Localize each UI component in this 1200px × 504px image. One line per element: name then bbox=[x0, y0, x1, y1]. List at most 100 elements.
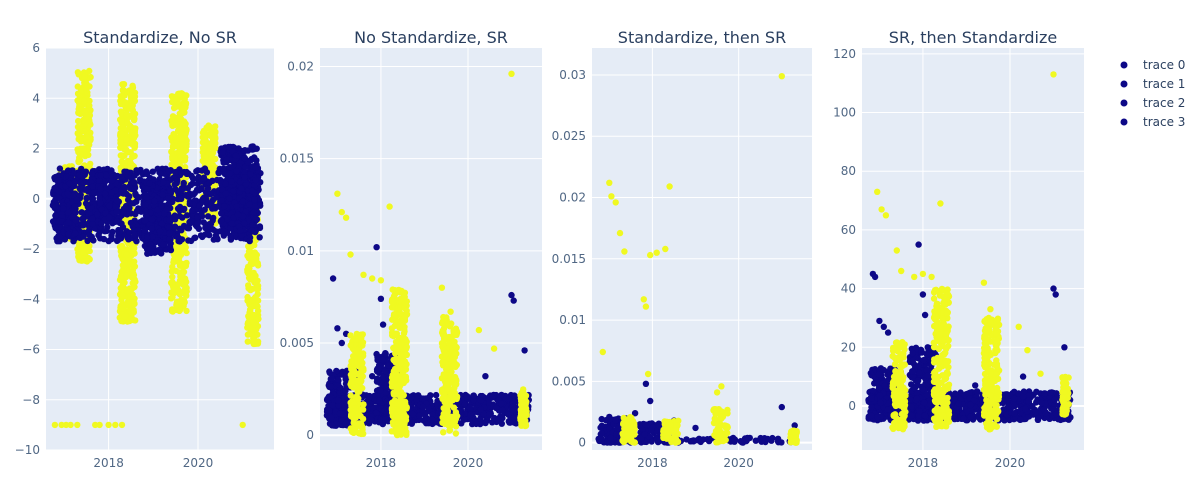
data-point bbox=[451, 404, 457, 410]
data-point bbox=[80, 136, 86, 142]
data-point bbox=[233, 168, 239, 174]
data-point bbox=[249, 188, 255, 194]
data-point bbox=[329, 402, 335, 408]
data-point bbox=[160, 191, 166, 197]
data-point bbox=[359, 360, 365, 366]
data-point bbox=[120, 209, 126, 215]
data-point bbox=[397, 310, 403, 316]
data-point bbox=[132, 232, 138, 238]
data-point bbox=[102, 228, 108, 234]
data-point bbox=[169, 154, 175, 160]
data-point bbox=[506, 396, 512, 402]
data-point bbox=[182, 96, 188, 102]
data-point bbox=[129, 285, 135, 291]
data-point bbox=[187, 201, 193, 207]
data-point bbox=[124, 89, 130, 95]
data-point bbox=[166, 230, 172, 236]
data-point bbox=[202, 207, 208, 213]
data-point bbox=[247, 202, 253, 208]
data-point bbox=[210, 226, 216, 232]
data-point bbox=[221, 203, 227, 209]
data-point bbox=[72, 230, 78, 236]
data-point bbox=[453, 430, 459, 436]
data-point bbox=[453, 423, 459, 429]
data-point bbox=[146, 180, 152, 186]
data-point bbox=[212, 134, 218, 140]
data-point bbox=[440, 429, 446, 435]
data-point bbox=[113, 209, 119, 215]
data-point bbox=[76, 106, 82, 112]
data-point bbox=[89, 216, 95, 222]
data-point bbox=[209, 205, 215, 211]
y-tick-label: −10 bbox=[15, 443, 40, 457]
data-point bbox=[223, 190, 229, 196]
data-point bbox=[201, 175, 207, 181]
y-tick-label: −2 bbox=[22, 242, 40, 256]
data-point bbox=[240, 422, 246, 428]
data-point bbox=[211, 163, 217, 169]
data-point bbox=[199, 197, 205, 203]
data-point bbox=[219, 197, 225, 203]
data-point bbox=[127, 308, 133, 314]
data-point bbox=[185, 193, 191, 199]
data-point bbox=[253, 278, 259, 284]
data-point bbox=[355, 378, 361, 384]
data-point bbox=[142, 217, 148, 223]
y-tick-label: 0.02 bbox=[287, 59, 314, 73]
data-point bbox=[119, 422, 125, 428]
data-point bbox=[234, 203, 240, 209]
data-point bbox=[351, 368, 357, 374]
data-point bbox=[97, 172, 103, 178]
data-point bbox=[127, 106, 133, 112]
data-point bbox=[97, 186, 103, 192]
data-point bbox=[189, 208, 195, 214]
data-point bbox=[249, 227, 255, 233]
data-point bbox=[118, 152, 124, 158]
data-point bbox=[65, 210, 71, 216]
data-point bbox=[334, 325, 340, 331]
data-point bbox=[246, 248, 252, 254]
data-point bbox=[195, 220, 201, 226]
data-point bbox=[188, 238, 194, 244]
data-point bbox=[132, 279, 138, 285]
data-point bbox=[79, 209, 85, 215]
data-point bbox=[53, 203, 59, 209]
data-point bbox=[348, 392, 354, 398]
data-point bbox=[124, 235, 130, 241]
data-point bbox=[360, 339, 366, 345]
data-point bbox=[403, 417, 409, 423]
data-point bbox=[82, 110, 88, 116]
data-point bbox=[383, 351, 389, 357]
data-point bbox=[123, 169, 129, 175]
data-point bbox=[53, 225, 59, 231]
subplot-title: Standardize, No SR bbox=[83, 28, 237, 47]
data-point bbox=[507, 419, 513, 425]
data-point bbox=[128, 149, 134, 155]
data-point bbox=[84, 238, 90, 244]
data-point bbox=[369, 373, 375, 379]
y-tick-label: 0.01 bbox=[287, 244, 314, 258]
data-point bbox=[242, 174, 248, 180]
data-point bbox=[142, 202, 148, 208]
data-point bbox=[121, 305, 127, 311]
data-point bbox=[97, 200, 103, 206]
data-point bbox=[251, 196, 257, 202]
data-point bbox=[78, 151, 84, 157]
data-point bbox=[123, 272, 129, 278]
y-tick-label: −6 bbox=[22, 343, 40, 357]
data-point bbox=[245, 338, 251, 344]
data-point bbox=[498, 401, 504, 407]
data-point bbox=[242, 155, 248, 161]
data-point bbox=[143, 208, 149, 214]
data-point bbox=[253, 157, 259, 163]
data-point bbox=[165, 168, 171, 174]
data-point bbox=[396, 365, 402, 371]
data-point bbox=[422, 412, 428, 418]
data-point bbox=[257, 234, 263, 240]
data-point bbox=[352, 336, 358, 342]
data-point bbox=[132, 172, 138, 178]
data-point bbox=[65, 167, 71, 173]
data-point bbox=[119, 159, 125, 165]
data-point bbox=[119, 118, 125, 124]
